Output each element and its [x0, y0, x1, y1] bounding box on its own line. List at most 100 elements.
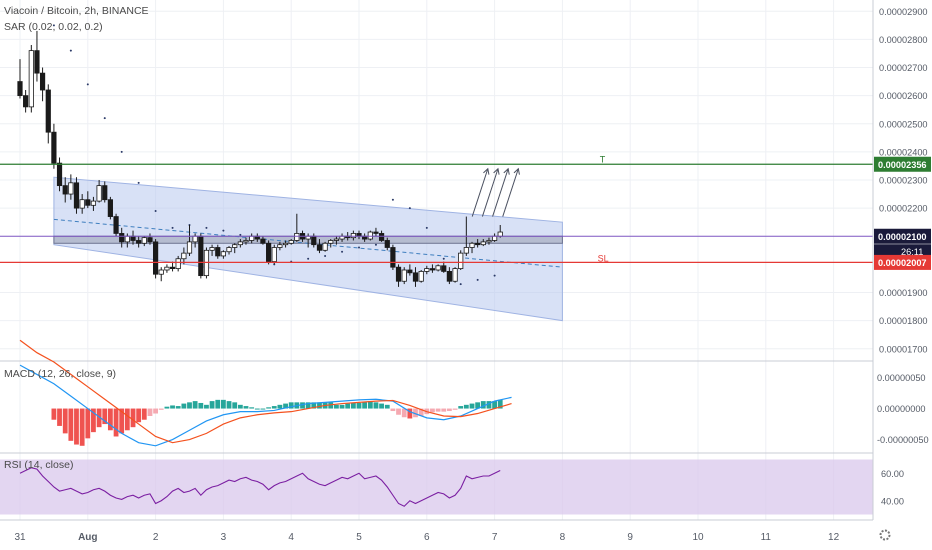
macd-histogram-bar — [373, 402, 379, 409]
macd-tick-label: -0.00000050 — [877, 435, 929, 445]
target-arrow — [471, 168, 489, 217]
candle-body — [328, 240, 334, 244]
macd-histogram-bar — [62, 408, 68, 434]
macd-histogram-bar — [418, 408, 424, 416]
macd-histogram-bar — [390, 408, 396, 412]
candle-body — [220, 251, 226, 257]
macd-histogram-bar — [57, 408, 62, 426]
macd-histogram-bar — [181, 403, 187, 409]
macd-histogram-bar — [74, 408, 79, 445]
target-arrow — [502, 168, 519, 217]
macd-tick-label: 0.00000050 — [877, 373, 926, 383]
candle-body — [136, 240, 142, 244]
candle-body — [107, 199, 113, 217]
macd-histogram-bar — [384, 404, 390, 409]
macd-histogram-bar — [486, 401, 492, 409]
candle-body — [469, 242, 475, 248]
macd-histogram-bar — [328, 402, 334, 409]
rsi-line — [19, 467, 501, 507]
target-text: T — [600, 154, 606, 164]
sar-dot — [171, 226, 174, 229]
candle-body — [441, 265, 447, 272]
candle-body — [152, 241, 159, 275]
candle-body — [181, 252, 187, 260]
channel-fill — [53, 176, 563, 322]
sar-dot — [52, 24, 55, 27]
sar-dot — [103, 117, 106, 120]
candle-body — [141, 237, 147, 244]
candle-body — [62, 185, 68, 195]
candle-body — [316, 244, 323, 251]
stop-price-tag: 0.00002007 — [878, 258, 927, 268]
candle-body — [68, 182, 74, 195]
macd-histogram-bar — [283, 403, 288, 409]
candle-body — [17, 81, 23, 97]
macd-histogram-bar — [430, 408, 435, 413]
time-tick-label: 8 — [560, 532, 566, 543]
candle-body — [209, 247, 215, 251]
candle-body — [452, 268, 458, 282]
macd-histogram-bar — [147, 408, 153, 416]
price-tick-label: 0.00002600 — [879, 91, 928, 101]
sar-dot — [120, 150, 123, 153]
time-tick-label: 2 — [153, 532, 159, 543]
candle-body — [102, 185, 108, 201]
macd-histogram-bar — [300, 402, 305, 409]
macd-histogram-bar — [334, 404, 339, 409]
macd-histogram-bar — [271, 406, 277, 409]
stop-price-tag-bg — [874, 254, 931, 270]
macd-histogram-bar — [107, 408, 113, 431]
price-axis-bg — [873, 0, 932, 550]
candle-body — [401, 269, 407, 282]
time-tick-label: 11 — [761, 532, 772, 543]
candle-body — [486, 240, 492, 243]
time-tick-label: 10 — [692, 532, 704, 543]
candle-body — [215, 247, 221, 257]
candle-body — [429, 268, 436, 271]
sar-dot — [425, 226, 428, 229]
candle-body — [458, 252, 464, 269]
macd-histogram-bar — [305, 402, 311, 409]
time-tick-label: 3 — [221, 532, 227, 543]
rsi-tick-label: 40.00 — [881, 496, 904, 506]
macd-histogram-bar — [413, 408, 418, 418]
candle-body — [96, 185, 102, 202]
sar-dot — [205, 226, 208, 229]
sar-dot — [358, 246, 360, 249]
candle-body — [412, 272, 419, 282]
candle-body — [384, 240, 390, 248]
macd-histogram-bar — [96, 408, 102, 428]
candle-body — [260, 238, 266, 244]
sar-dot — [86, 83, 89, 86]
macd-histogram-bar — [407, 408, 413, 419]
macd-tick-label: 0.00000000 — [877, 404, 926, 414]
macd-signal-line — [19, 339, 512, 444]
candle-body — [85, 199, 91, 206]
macd-histogram-bar — [79, 408, 85, 446]
candle-body — [79, 199, 85, 209]
sar-dot — [442, 257, 445, 260]
macd-histogram-bar — [475, 402, 481, 409]
sar-dot — [341, 250, 344, 253]
macd-histogram-bar — [339, 404, 345, 409]
chart-title: Viacoin / Bitcoin, 2h, BINANCE — [4, 5, 149, 17]
sar-dot — [222, 229, 225, 232]
time-tick-label: 7 — [492, 532, 498, 543]
time-tick-label: 12 — [828, 532, 840, 543]
macd-line — [19, 364, 512, 447]
price-tick-label: 0.00002800 — [879, 35, 928, 45]
macd-histogram-bar — [164, 406, 170, 409]
candle-body — [480, 241, 486, 246]
candle-body — [277, 244, 283, 248]
candle-body — [34, 50, 40, 74]
axes[interactable]: 0.00002900 0.00002800 0.00002700 0.00002600… — [14, 0, 932, 550]
sar-dot — [137, 181, 140, 184]
macd-histogram-bar — [260, 408, 266, 410]
grid-lines — [0, 0, 932, 521]
rsi-tick-label: 60.00 — [881, 469, 904, 479]
sar-dot — [374, 243, 377, 246]
candle-body — [350, 233, 356, 239]
candle-body — [226, 247, 232, 253]
candle-body — [23, 95, 29, 108]
